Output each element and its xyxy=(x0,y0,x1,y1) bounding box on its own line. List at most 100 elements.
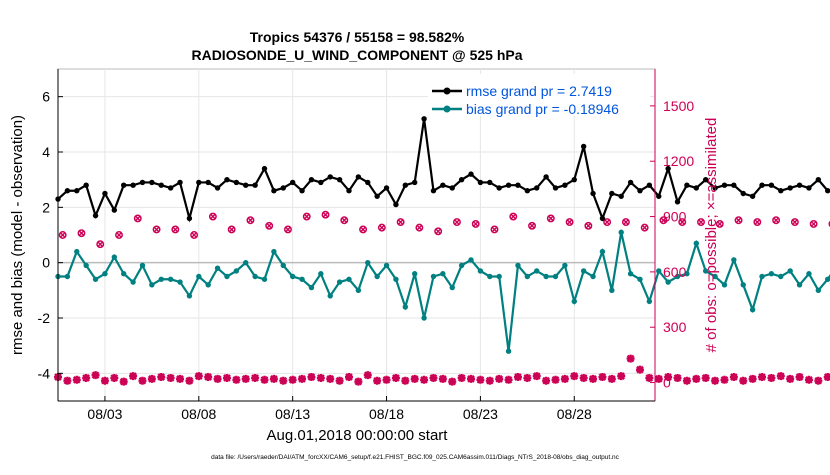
obs-assimilated-marker xyxy=(326,375,334,383)
obs-assimilated-marker xyxy=(542,377,550,385)
obs-assimilated-marker xyxy=(655,375,663,383)
bias-point xyxy=(459,263,464,268)
rmse-point xyxy=(130,183,135,188)
bias-point xyxy=(187,293,192,298)
obs-assimilated-marker xyxy=(523,374,531,382)
rmse-point xyxy=(543,174,548,179)
rmse-point xyxy=(515,183,520,188)
bias-point xyxy=(403,304,408,309)
obs-assimilated-marker xyxy=(195,372,203,380)
obs-assimilated-marker xyxy=(354,378,362,386)
bias-point xyxy=(506,349,511,354)
obs-assimilated-marker xyxy=(598,373,606,381)
bias-point xyxy=(778,274,783,279)
obs-assimilated-marker xyxy=(767,374,775,382)
right-tick-label: 600 xyxy=(663,264,687,280)
rmse-point xyxy=(224,177,229,182)
rmse-point xyxy=(731,183,736,188)
bias-point xyxy=(722,282,727,287)
obs-assimilated-marker xyxy=(251,374,259,382)
bias-point xyxy=(299,277,304,282)
rmse-point xyxy=(506,183,511,188)
bias-point xyxy=(412,271,417,276)
obs-assimilated-marker xyxy=(561,375,569,383)
obs-assimilated-marker xyxy=(796,373,804,381)
rmse-point xyxy=(675,199,680,204)
bias-point xyxy=(328,293,333,298)
rmse-point xyxy=(619,194,624,199)
bias-point xyxy=(121,271,126,276)
obs-assimilated-marker xyxy=(176,375,184,383)
rmse-point xyxy=(572,177,577,182)
rmse-point xyxy=(65,188,70,193)
rmse-point xyxy=(450,185,455,190)
legend-bias-label: bias grand pr = -0.18946 xyxy=(466,101,619,117)
bias-point xyxy=(440,271,445,276)
obs-assimilated-marker xyxy=(514,373,522,381)
bias-point xyxy=(543,274,548,279)
legend: rmse grand pr = 2.7419 bias grand pr = -… xyxy=(428,74,650,117)
bias-point xyxy=(609,288,614,293)
obs-assimilated-marker xyxy=(552,376,560,384)
rmse-point xyxy=(299,188,304,193)
rmse-point xyxy=(337,177,342,182)
legend-rmse-marker xyxy=(444,88,451,95)
obs-assimilated-marker xyxy=(307,373,315,381)
rmse-point xyxy=(562,183,567,188)
chart-title-line1: Tropics 54376 / 55158 = 98.582% xyxy=(250,29,465,45)
rmse-point xyxy=(290,180,295,185)
obs-assimilated-marker xyxy=(317,374,325,382)
left-tick-label: -4 xyxy=(38,365,51,381)
rmse-point xyxy=(140,180,145,185)
obs-assimilated-upper-marker xyxy=(792,220,797,225)
obs-assimilated-marker xyxy=(129,372,137,380)
bias-point xyxy=(750,307,755,312)
obs-assimilated-marker xyxy=(148,375,156,383)
obs-assimilated-marker xyxy=(73,376,81,384)
x-tick-label: 08/08 xyxy=(181,406,216,422)
obs-assimilated-marker xyxy=(730,373,738,381)
obs-assimilated-marker xyxy=(345,373,353,381)
bias-point xyxy=(421,315,426,320)
rmse-point xyxy=(393,202,398,207)
rmse-point xyxy=(318,180,323,185)
rmse-point xyxy=(328,174,333,179)
obs-assimilated-marker xyxy=(683,377,691,385)
obs-assimilated-marker xyxy=(692,375,700,383)
bias-point xyxy=(581,268,586,273)
bias-point xyxy=(797,282,802,287)
rmse-point xyxy=(628,180,633,185)
rmse-point xyxy=(609,191,614,196)
left-tick-label: -2 xyxy=(38,310,51,326)
bias-point xyxy=(562,263,567,268)
rmse-point xyxy=(694,185,699,190)
rmse-point xyxy=(159,183,164,188)
obs-assimilated-marker xyxy=(82,374,90,382)
bias-point xyxy=(74,249,79,254)
rmse-point xyxy=(797,183,802,188)
rmse-point xyxy=(816,177,821,182)
obs-assimilated-marker xyxy=(336,377,344,385)
bias-point xyxy=(177,279,182,284)
rmse-point xyxy=(215,185,220,190)
bias-point xyxy=(290,274,295,279)
obs-assimilated-marker xyxy=(392,374,400,382)
rmse-point xyxy=(74,188,79,193)
rmse-point xyxy=(421,116,426,121)
obs-assimilated-marker xyxy=(777,372,785,380)
rmse-point xyxy=(262,166,267,171)
obs-assimilated-marker xyxy=(439,375,447,383)
data-file-footer: data file: /Users/raeder/DAI/ATM_forcXX/… xyxy=(211,454,620,461)
bias-point xyxy=(769,271,774,276)
obs-assimilated-marker xyxy=(702,374,710,382)
bias-point xyxy=(816,288,821,293)
bias-point xyxy=(65,274,70,279)
rmse-point xyxy=(637,188,642,193)
obs-assimilated-marker xyxy=(589,375,597,383)
bias-point xyxy=(262,277,267,282)
obs-assimilated-marker xyxy=(608,375,616,383)
rmse-point xyxy=(600,216,605,221)
plot-area xyxy=(58,69,655,401)
rmse-point xyxy=(309,177,314,182)
rmse-point xyxy=(403,183,408,188)
